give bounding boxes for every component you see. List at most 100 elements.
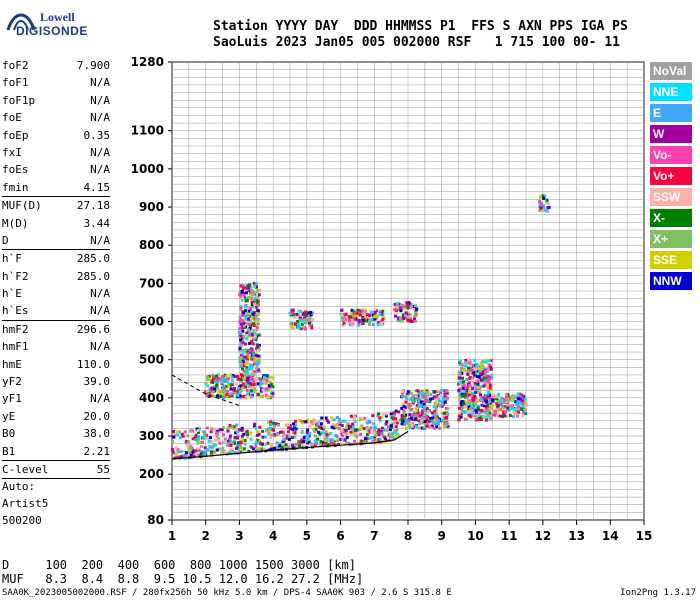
echo-point (247, 309, 251, 313)
param-name: yE (2, 409, 16, 423)
echo-point (373, 309, 377, 313)
echo-point (341, 323, 345, 327)
echo-point (349, 433, 353, 437)
echo-point (272, 446, 276, 450)
echo-point (344, 428, 348, 432)
echo-point (316, 423, 320, 427)
echo-point (244, 291, 248, 295)
echo-point (378, 310, 382, 314)
echo-point (423, 398, 427, 402)
echo-point (367, 313, 371, 317)
echo-point (307, 321, 311, 325)
echo-point (543, 208, 547, 212)
echo-point (460, 400, 464, 404)
echo-point (416, 395, 420, 399)
echo-point (225, 392, 229, 396)
echo-point (410, 407, 414, 411)
echo-point (292, 422, 296, 426)
echo-point (253, 332, 257, 336)
echo-point (371, 322, 375, 326)
echo-point (398, 317, 402, 321)
param-value: N/A (90, 111, 110, 125)
echo-point (381, 434, 385, 438)
echo-point (254, 314, 258, 318)
echo-point (459, 402, 463, 406)
echo-point (257, 358, 261, 362)
echo-point (267, 427, 271, 431)
echo-point (253, 335, 257, 339)
echo-point (226, 426, 230, 430)
echo-point (472, 385, 476, 389)
echo-point (378, 437, 382, 441)
echo-point (241, 329, 245, 333)
echo-point (463, 392, 467, 396)
echo-point (254, 426, 258, 430)
echo-point (541, 204, 545, 208)
echo-point (234, 446, 238, 450)
echo-point (457, 406, 461, 410)
echo-point (183, 430, 187, 434)
echo-point (483, 401, 487, 405)
echo-point (486, 388, 490, 392)
echo-point (470, 368, 474, 372)
echo-point (241, 291, 245, 295)
dmuf-distance-row: D 100 200 400 600 800 1000 1500 3000 [km… (2, 558, 357, 572)
echo-point (345, 435, 349, 439)
echo-point (349, 425, 353, 429)
echo-point (269, 381, 273, 385)
echo-point (323, 433, 327, 437)
echo-point (473, 402, 477, 406)
echo-point (256, 430, 260, 434)
echo-point (278, 442, 282, 446)
echo-point (377, 428, 381, 432)
echo-point (176, 430, 180, 434)
echo-point (240, 353, 244, 357)
echo-point (214, 374, 218, 378)
echo-point (457, 370, 461, 374)
echo-point (411, 399, 415, 403)
echo-point (413, 304, 417, 308)
echo-point (331, 439, 335, 443)
echo-point (317, 425, 321, 429)
y-tick-label: 1100 (131, 124, 164, 138)
echo-point (239, 384, 243, 388)
echo-point (407, 315, 411, 319)
echo-point (218, 430, 222, 434)
x-tick-label: 5 (303, 529, 311, 543)
echo-point (357, 320, 361, 324)
echo-point (206, 375, 210, 379)
logo-text-lowell: Lowell (40, 10, 75, 24)
echo-point (232, 388, 236, 392)
echo-point (482, 374, 486, 378)
echo-point (429, 426, 433, 430)
echo-point (245, 349, 249, 353)
echo-point (240, 298, 244, 302)
echo-point (538, 203, 542, 207)
echo-point (231, 391, 235, 395)
echo-point (405, 301, 409, 305)
echo-point (446, 407, 450, 411)
echo-point (439, 391, 443, 395)
echo-point (271, 392, 275, 396)
echo-point (431, 411, 435, 415)
echo-point (252, 302, 256, 306)
echo-point (353, 439, 357, 443)
echo-point (309, 442, 313, 446)
echo-point (299, 327, 303, 331)
echo-point (381, 309, 385, 313)
echo-point (196, 447, 200, 451)
echo-point (213, 387, 217, 391)
echo-point (197, 440, 201, 444)
echo-point (471, 414, 475, 418)
echo-point (479, 417, 483, 421)
param-row: D N/A (2, 232, 110, 251)
echo-point (269, 422, 273, 426)
echo-point (489, 367, 493, 371)
echo-point (233, 436, 237, 440)
echo-point (482, 373, 486, 377)
echo-point (461, 402, 465, 406)
echo-point (384, 422, 388, 426)
param-name: hmE (2, 357, 22, 371)
echo-point (480, 366, 484, 370)
echo-point (405, 397, 409, 401)
